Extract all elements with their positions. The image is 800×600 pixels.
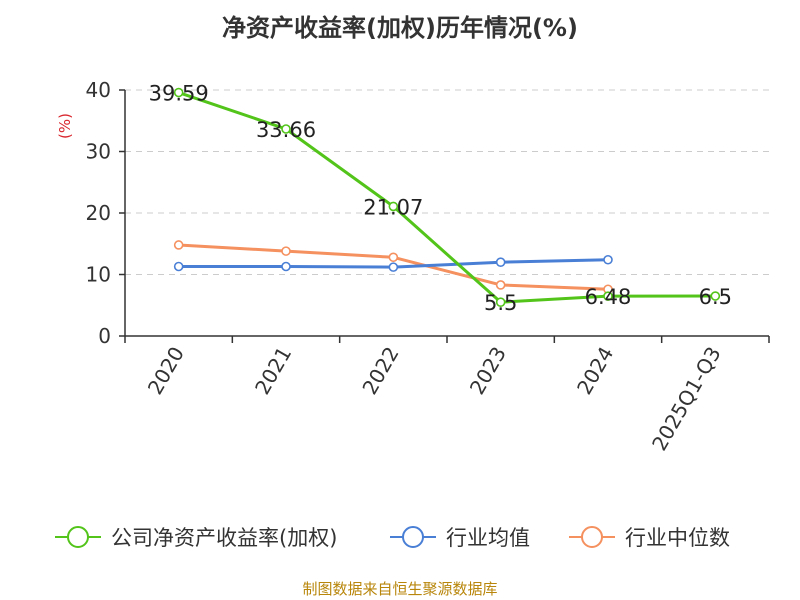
y-axis-label: (%) bbox=[56, 113, 74, 139]
y-tick-label: 40 bbox=[86, 78, 111, 102]
source-note: 制图数据来自恒生聚源数据库 bbox=[302, 580, 498, 598]
y-tick-label: 0 bbox=[98, 324, 111, 348]
data-point bbox=[173, 87, 184, 98]
data-label: 5.5 bbox=[484, 291, 517, 315]
x-tick-label: 2024 bbox=[572, 343, 618, 399]
legend-marker bbox=[581, 526, 603, 548]
data-label: 6.5 bbox=[699, 285, 732, 309]
data-label: 6.48 bbox=[585, 285, 632, 309]
data-point bbox=[281, 124, 291, 134]
data-point bbox=[388, 252, 399, 263]
data-point bbox=[281, 246, 291, 256]
legend-label: 公司净资产收益率(加权) bbox=[111, 526, 337, 550]
y-tick-label: 20 bbox=[86, 201, 111, 225]
x-tick-label: 2021 bbox=[250, 343, 296, 399]
data-point bbox=[388, 262, 399, 272]
data-label: 33.66 bbox=[256, 118, 316, 142]
data-point bbox=[710, 291, 721, 301]
x-tick-label: 2025Q1-Q3 bbox=[647, 343, 726, 455]
data-label: 21.07 bbox=[363, 195, 423, 219]
data-point bbox=[603, 291, 613, 301]
data-point bbox=[173, 261, 184, 272]
chart-title: 净资产收益率(加权)历年情况(%) bbox=[222, 14, 578, 42]
data-point bbox=[495, 257, 506, 268]
legend-marker bbox=[402, 526, 424, 548]
legend-label: 行业均值 bbox=[446, 526, 530, 550]
legend-label: 行业中位数 bbox=[625, 526, 730, 550]
data-point bbox=[495, 280, 506, 290]
y-tick-label: 10 bbox=[86, 263, 111, 287]
data-point bbox=[388, 201, 399, 212]
legend-marker bbox=[67, 526, 89, 548]
data-point bbox=[281, 261, 291, 272]
x-tick-label: 2020 bbox=[143, 343, 189, 399]
x-tick-label: 2022 bbox=[357, 343, 403, 399]
y-tick-label: 30 bbox=[86, 140, 111, 164]
data-point bbox=[603, 254, 613, 265]
data-label: 39.59 bbox=[149, 82, 209, 106]
x-tick-label: 2023 bbox=[465, 342, 511, 398]
data-point bbox=[495, 297, 506, 307]
series-line bbox=[178, 91, 716, 304]
data-point bbox=[173, 240, 184, 250]
